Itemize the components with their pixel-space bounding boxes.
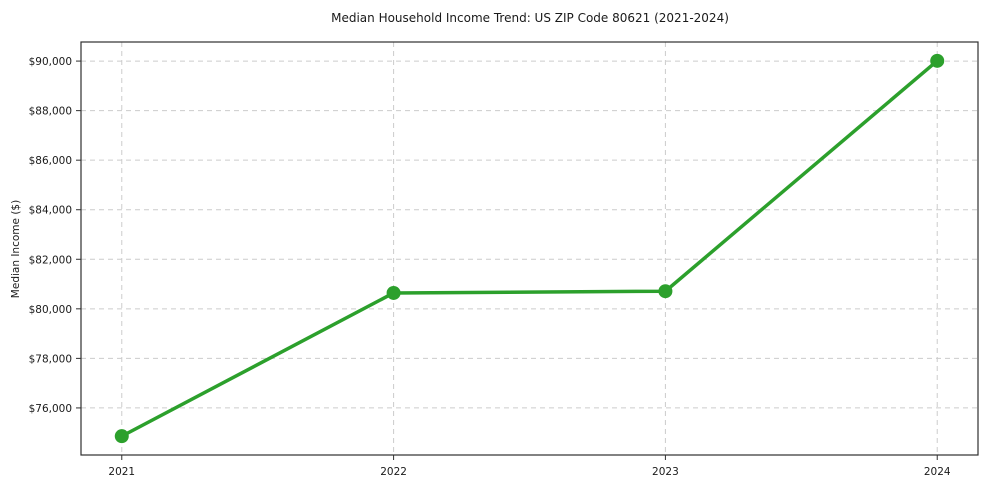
x-tick-label: 2022 xyxy=(380,466,407,478)
y-tick-label: $86,000 xyxy=(29,155,72,167)
x-tick-label: 2023 xyxy=(652,466,679,478)
income-trend-line xyxy=(120,59,939,438)
y-tick-label: $84,000 xyxy=(29,205,72,217)
plot-border xyxy=(80,41,979,456)
y-tick-label: $90,000 xyxy=(29,56,72,68)
data-point-2021 xyxy=(114,429,129,444)
y-tick-label: $80,000 xyxy=(29,304,72,316)
y-tick-label: $76,000 xyxy=(29,403,72,415)
y-tick-label: $82,000 xyxy=(29,254,72,266)
x-tick-label: 2024 xyxy=(924,466,951,478)
plot-area: $76,000 $78,000 $80,000 $82,000 $84,000 $86,0… xyxy=(29,41,979,478)
y-tick-label: $78,000 xyxy=(29,353,72,365)
data-point-2022 xyxy=(386,285,401,300)
x-tick-label: 2021 xyxy=(108,466,135,478)
data-point-2024 xyxy=(930,53,945,68)
y-tick-label: $88,000 xyxy=(29,106,72,118)
y-axis-label: Median Income ($) xyxy=(10,200,22,298)
chart-title: Median Household Income Trend: US ZIP Co… xyxy=(331,11,729,25)
data-point-2023 xyxy=(658,284,673,299)
